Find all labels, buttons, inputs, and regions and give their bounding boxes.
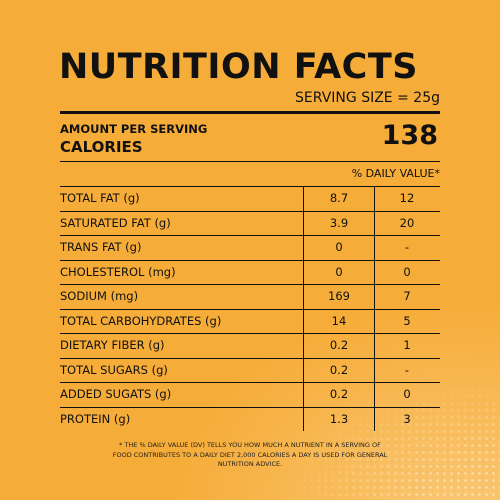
calories-divider [60, 161, 440, 162]
nutrient-daily-value: 7 [403, 289, 411, 303]
nutrient-name: TOTAL CARBOHYDRATES (g) [60, 313, 222, 328]
nutrient-amount: 0 [303, 236, 375, 260]
nutrient-name: TOTAL SUGARS (g) [60, 362, 168, 377]
calories-label: CALORIES [60, 138, 143, 156]
nutrient-row: SODIUM (mg) 169 7 [60, 285, 440, 310]
nutrient-row: TOTAL CARBOHYDRATES (g) 14 5 [60, 309, 440, 334]
nutrient-daily-value: 5 [403, 313, 411, 328]
amount-per-serving-label: AMOUNT PER SERVING [60, 122, 208, 136]
daily-value-header: % DAILY VALUE* [351, 167, 440, 180]
nutrient-amount: 0 [303, 260, 375, 284]
nutrient-table: TOTAL FAT (g) 8.7 12 SATURATED FAT (g) 3… [60, 186, 440, 431]
nutrient-amount: 169 [303, 285, 375, 309]
nutrient-amount: 14 [303, 309, 375, 333]
nutrient-name: PROTEIN (g) [60, 411, 131, 426]
calories-value: 138 [381, 120, 438, 151]
nutrient-daily-value: 1 [403, 338, 411, 352]
nutrient-name: SODIUM (mg) [60, 289, 139, 303]
nutrient-amount: 3.9 [303, 211, 375, 235]
nutrient-name: DIETARY FIBER (g) [60, 338, 165, 352]
nutrient-daily-value: 3 [403, 411, 411, 426]
nutrient-daily-value: - [404, 362, 410, 377]
nutrient-row: PROTEIN (g) 1.3 3 [60, 407, 440, 431]
serving-size: SERVING SIZE = 25g [295, 90, 440, 106]
nutrient-amount: 8.7 [303, 187, 375, 211]
nutrient-row: TRANS FAT (g) 0 - [60, 236, 440, 261]
title-divider [60, 111, 440, 114]
nutrient-row: DIETARY FIBER (g) 0.2 1 [60, 334, 440, 359]
nutrient-amount: 0.2 [303, 358, 375, 382]
nutrient-daily-value: 0 [403, 387, 411, 401]
nutrient-amount: 0.2 [303, 334, 375, 358]
nutrient-name: SATURATED FAT (g) [60, 215, 171, 230]
daily-value-footnote: * THE % DAILY VALUE (DV) TELLS YOU HOW M… [112, 441, 388, 468]
nutrient-row: SATURATED FAT (g) 3.9 20 [60, 211, 440, 236]
nutrient-name: TOTAL FAT (g) [60, 191, 140, 205]
nutrient-row: CHOLESTEROL (mg) 0 0 [60, 260, 440, 285]
label-title: NUTRITION FACTS [59, 47, 418, 87]
nutrient-name: CHOLESTEROL (mg) [60, 264, 176, 279]
nutrient-name: ADDED SUGATS (g) [60, 387, 172, 401]
nutrient-amount: 1.3 [303, 407, 375, 431]
nutrient-row: TOTAL SUGARS (g) 0.2 - [60, 358, 440, 383]
nutrient-amount: 0.2 [303, 383, 375, 407]
nutrient-row: TOTAL FAT (g) 8.7 12 [60, 187, 440, 212]
nutrient-name: TRANS FAT (g) [60, 240, 142, 254]
nutrient-row: ADDED SUGATS (g) 0.2 0 [60, 383, 440, 408]
nutrient-daily-value: 0 [403, 264, 411, 279]
nutrient-daily-value: 12 [399, 191, 415, 205]
nutrient-daily-value: - [404, 240, 410, 254]
nutrient-daily-value: 20 [399, 215, 415, 230]
